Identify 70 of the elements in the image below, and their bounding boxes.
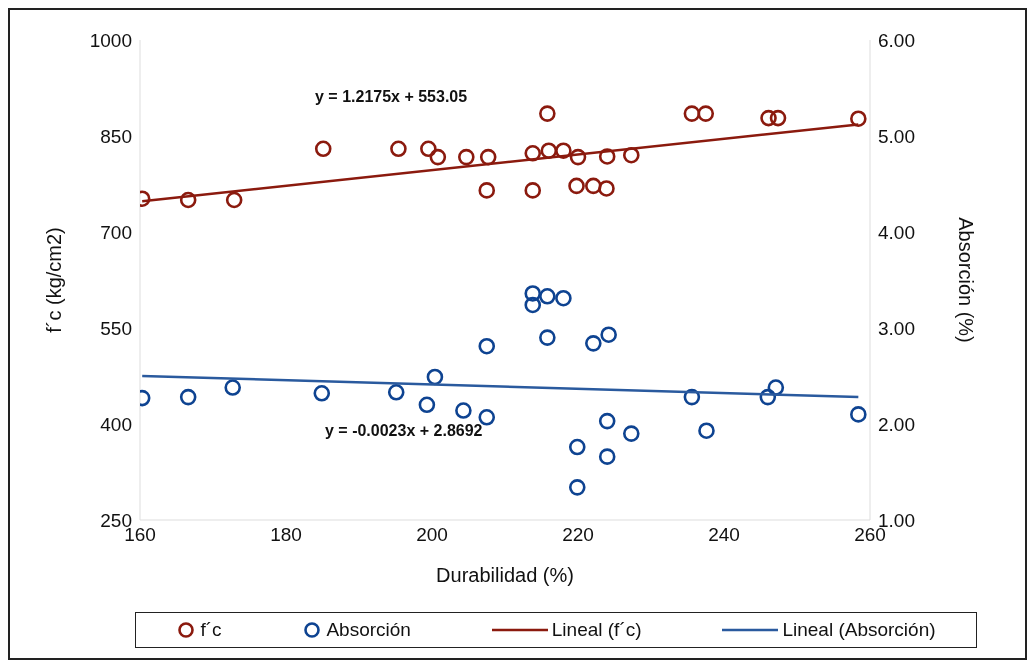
- legend-label: Lineal (f´c): [551, 619, 642, 641]
- point: [225, 191, 243, 209]
- point: [314, 140, 332, 158]
- point: [600, 326, 617, 344]
- point: [598, 180, 615, 197]
- y2-axis-title: Absorción (%): [954, 217, 977, 343]
- point: [524, 182, 542, 199]
- point: [387, 384, 405, 401]
- x-tick-label: 200: [416, 524, 448, 546]
- point: [585, 335, 602, 352]
- point: [179, 191, 197, 209]
- point: [622, 146, 640, 164]
- y-tick-label: 550: [100, 317, 132, 339]
- point: [313, 384, 331, 402]
- point: [539, 329, 556, 346]
- point: [598, 448, 616, 465]
- y2-tick-label: 6.00: [878, 29, 915, 51]
- y-tick-label: 850: [100, 125, 132, 147]
- point: [524, 296, 542, 314]
- x-tick-label: 220: [562, 524, 594, 546]
- legend-label: Absorción: [326, 619, 411, 641]
- point: [598, 412, 616, 430]
- legend-label: f´c: [200, 619, 222, 641]
- point: [683, 105, 701, 122]
- point: [420, 140, 437, 158]
- point: [697, 105, 715, 122]
- point: [568, 438, 586, 456]
- point: [478, 337, 496, 355]
- y-tick-label: 400: [100, 413, 132, 435]
- point: [479, 148, 497, 166]
- point: [598, 148, 616, 165]
- point: [568, 177, 585, 195]
- y2-tick-label: 2.00: [878, 413, 915, 435]
- point: [539, 288, 556, 305]
- point: [555, 142, 572, 160]
- y2-tick-label: 4.00: [878, 221, 915, 243]
- point: [555, 289, 572, 307]
- point: [850, 406, 867, 423]
- annotation: y = 1.2175x + 553.05: [315, 88, 468, 106]
- annotation: y = -0.0023x + 2.8692: [325, 422, 483, 440]
- point: [418, 396, 436, 414]
- point: [390, 140, 407, 158]
- point: [585, 177, 602, 195]
- point: [622, 425, 640, 442]
- point: [850, 110, 867, 128]
- point: [524, 144, 542, 162]
- y2-tick-label: 5.00: [878, 125, 915, 147]
- legend-label: Lineal (Absorción): [782, 619, 936, 641]
- x-axis-title: Durabilidad (%): [436, 564, 574, 586]
- point: [455, 402, 472, 419]
- y-axis-title: f´c (kg/cm2): [43, 227, 66, 333]
- point: [224, 379, 242, 396]
- y2-tick-label: 3.00: [878, 317, 915, 339]
- point: [540, 142, 558, 160]
- point: [458, 148, 475, 166]
- point: [478, 182, 496, 199]
- x-tick-label: 180: [270, 524, 302, 546]
- point: [568, 479, 586, 496]
- point: [760, 109, 777, 127]
- point: [478, 408, 496, 426]
- point: [179, 388, 197, 406]
- point: [524, 285, 542, 302]
- x-tick-label: 240: [708, 524, 740, 546]
- point: [698, 422, 715, 440]
- point: [769, 109, 787, 127]
- point: [429, 148, 447, 166]
- y-tick-label: 1000: [89, 29, 132, 51]
- point: [569, 148, 587, 166]
- point: [539, 105, 556, 122]
- y-tick-label: 700: [100, 221, 132, 243]
